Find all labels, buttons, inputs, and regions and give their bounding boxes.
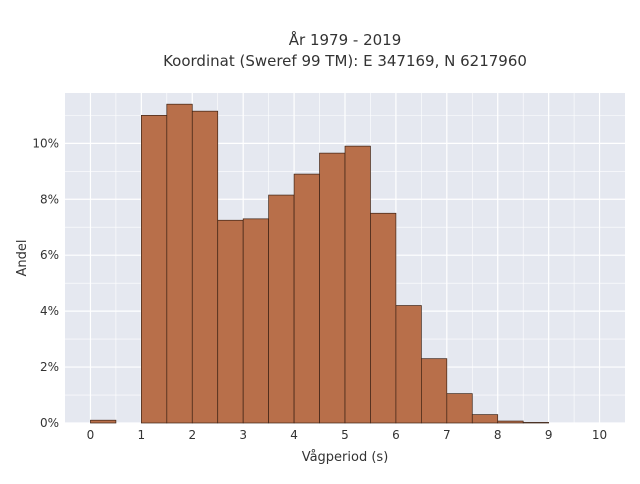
histogram-bar — [344, 145, 371, 424]
y-axis-label: Andel — [15, 240, 30, 277]
x-tick-label: 3 — [239, 428, 247, 442]
x-tick-label: 7 — [443, 428, 451, 442]
chart-title-line-1: År 1979 - 2019 — [289, 30, 402, 49]
histogram-bar — [522, 422, 549, 424]
histogram-bar — [242, 218, 269, 424]
y-tick-label: 0% — [40, 416, 59, 430]
histogram-bar — [497, 420, 524, 424]
histogram-bar — [319, 152, 346, 424]
histogram-bar — [446, 393, 473, 424]
x-axis-ticks: 0 1 2 3 4 5 6 7 8 9 10 — [87, 428, 608, 442]
y-axis-ticks: 0% 2% 4% 6% 8% 10% — [32, 136, 59, 430]
histogram-bar — [217, 219, 244, 424]
x-tick-label: 9 — [545, 428, 553, 442]
x-tick-label: 0 — [87, 428, 95, 442]
histogram-bar — [395, 305, 422, 424]
y-tick-label: 8% — [40, 192, 59, 206]
histogram-bar — [141, 115, 168, 424]
x-tick-label: 5 — [341, 428, 349, 442]
chart-title-line-2: Koordinat (Sweref 99 TM): E 347169, N 62… — [163, 52, 527, 70]
x-tick-label: 1 — [138, 428, 146, 442]
x-axis-label: Vågperiod (s) — [302, 450, 389, 465]
histogram-bar — [370, 212, 397, 424]
y-tick-label: 2% — [40, 360, 59, 374]
histogram-bar — [293, 173, 320, 424]
x-tick-label: 2 — [188, 428, 196, 442]
x-tick-label: 6 — [392, 428, 400, 442]
y-tick-label: 10% — [32, 136, 59, 150]
y-tick-label: 6% — [40, 248, 59, 262]
y-tick-label: 4% — [40, 304, 59, 318]
histogram-bar — [166, 103, 193, 424]
histogram-bar — [268, 194, 295, 424]
x-tick-label: 4 — [290, 428, 298, 442]
bars — [90, 103, 549, 424]
x-tick-label: 10 — [592, 428, 607, 442]
histogram-bar — [90, 419, 117, 424]
histogram-bar — [421, 358, 448, 424]
x-tick-label: 8 — [494, 428, 502, 442]
histogram-bar — [191, 110, 219, 424]
histogram-bar — [471, 414, 499, 424]
